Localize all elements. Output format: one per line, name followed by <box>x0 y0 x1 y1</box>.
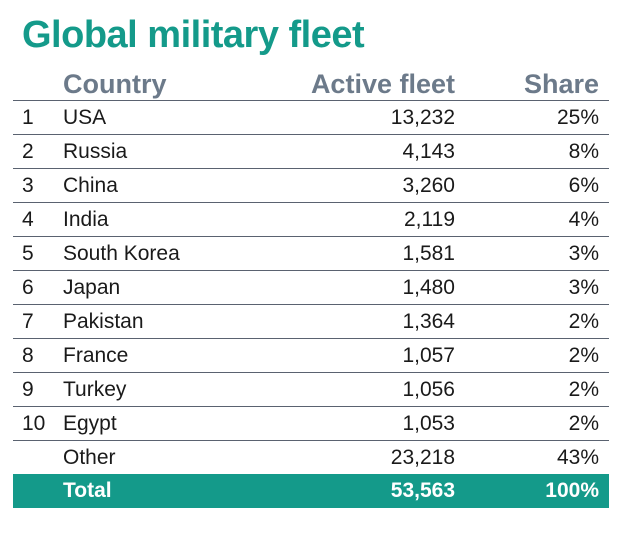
table-row: 7 Pakistan 1,364 2% <box>13 304 609 339</box>
table-row: 3 China 3,260 6% <box>13 168 609 203</box>
active-fleet-cell: 4,143 <box>223 134 457 169</box>
country-cell: China <box>61 168 223 203</box>
active-fleet-cell: 2,119 <box>223 202 457 237</box>
rank-cell: 5 <box>13 236 61 271</box>
total-fleet: 53,563 <box>223 474 457 508</box>
share-cell: 3% <box>457 236 609 271</box>
share-cell: 3% <box>457 270 609 305</box>
table-row: 2 Russia 4,143 8% <box>13 134 609 169</box>
share-cell: 2% <box>457 372 609 407</box>
total-label: Total <box>61 474 223 508</box>
rank-cell: 4 <box>13 202 61 237</box>
rank-cell: 10 <box>13 406 61 441</box>
total-rank-cell <box>13 474 61 508</box>
active-fleet-cell: 13,232 <box>223 100 457 135</box>
active-fleet-cell: 1,581 <box>223 236 457 271</box>
share-cell: 6% <box>457 168 609 203</box>
rank-cell: 1 <box>13 100 61 135</box>
country-cell: France <box>61 338 223 373</box>
header-rank <box>13 66 61 101</box>
active-fleet-cell: 1,056 <box>223 372 457 407</box>
table-row: Other 23,218 43% <box>13 441 609 475</box>
country-cell: Japan <box>61 270 223 305</box>
rank-cell: 3 <box>13 168 61 203</box>
header-active-fleet: Active fleet <box>223 66 457 101</box>
rank-cell <box>13 441 61 475</box>
active-fleet-cell: 1,480 <box>223 270 457 305</box>
share-cell: 2% <box>457 406 609 441</box>
country-cell: Pakistan <box>61 304 223 339</box>
country-cell: India <box>61 202 223 237</box>
table-row: 6 Japan 1,480 3% <box>13 270 609 305</box>
active-fleet-cell: 1,053 <box>223 406 457 441</box>
table-row: 9 Turkey 1,056 2% <box>13 372 609 407</box>
table-row: 8 France 1,057 2% <box>13 338 609 373</box>
country-cell: Other <box>63 445 116 469</box>
header-country: Country <box>61 66 223 101</box>
total-row: Total 53,563 100% <box>13 474 609 508</box>
rank-cell: 8 <box>13 338 61 373</box>
table-row: 1 USA 13,232 25% <box>13 100 609 135</box>
table-body: 1 USA 13,232 25% 2 Russia 4,143 8% 3 China 3,260 6%… <box>13 100 609 475</box>
country-cell: South Korea <box>61 236 223 271</box>
country-cell: Russia <box>61 134 223 169</box>
table-row: 4 India 2,119 4% <box>13 202 609 237</box>
header-row: Country Active fleet Share <box>13 66 609 101</box>
share-cell: 8% <box>457 134 609 169</box>
share-cell: 43% <box>556 445 599 469</box>
share-cell: 4% <box>457 202 609 237</box>
rank-cell: 6 <box>13 270 61 305</box>
country-cell: USA <box>61 100 223 135</box>
share-cell: 25% <box>457 100 609 135</box>
table-row: 10 Egypt 1,053 2% <box>13 406 609 441</box>
active-fleet-cell: 1,364 <box>223 304 457 339</box>
total-share: 100% <box>457 474 609 508</box>
header-share: Share <box>457 66 609 101</box>
rank-cell: 2 <box>13 134 61 169</box>
fleet-table: Country Active fleet Share 1 USA 13,232 25%… <box>13 66 609 508</box>
active-fleet-cell: 23,218 <box>390 445 455 469</box>
share-cell: 2% <box>457 304 609 339</box>
table-row: 5 South Korea 1,581 3% <box>13 236 609 271</box>
chart-title: Global military fleet <box>22 14 365 56</box>
share-cell: 2% <box>457 338 609 373</box>
rank-cell: 9 <box>13 372 61 407</box>
active-fleet-cell: 1,057 <box>223 338 457 373</box>
rank-cell: 7 <box>13 304 61 339</box>
country-cell: Turkey <box>61 372 223 407</box>
active-fleet-cell: 3,260 <box>223 168 457 203</box>
country-cell: Egypt <box>61 406 223 441</box>
